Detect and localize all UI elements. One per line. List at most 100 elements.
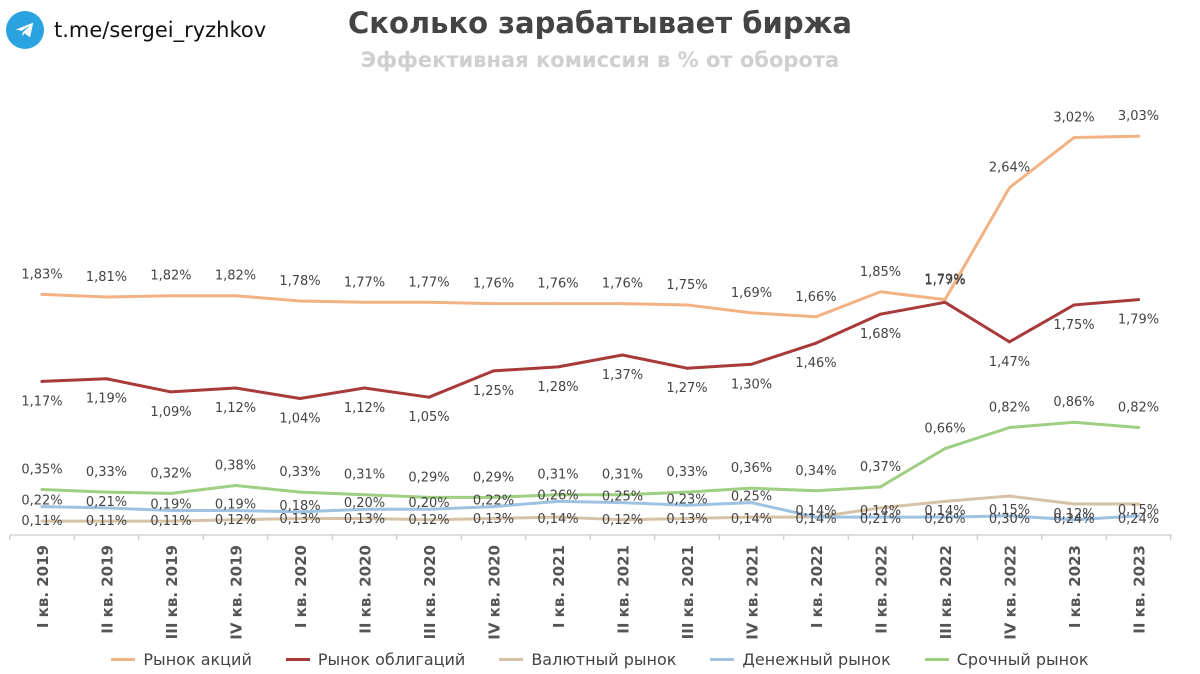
- x-tick-label: III кв. 2019: [163, 545, 181, 639]
- data-point: [169, 509, 173, 513]
- data-point: [105, 490, 108, 494]
- x-tick-label: IV кв. 2019: [228, 545, 246, 640]
- data-point: [105, 377, 108, 381]
- data-label: 0,35%: [21, 462, 62, 477]
- data-label: 0,86%: [1053, 395, 1094, 410]
- data-label: 1,30%: [731, 377, 772, 392]
- data-label: 1,77%: [344, 275, 385, 290]
- data-point: [750, 486, 753, 490]
- brand[interactable]: t.me/sergei_ryzhkov: [6, 10, 266, 50]
- data-point: [298, 397, 302, 401]
- x-tick-label: I кв. 2022: [808, 545, 826, 628]
- data-label: 1,47%: [989, 355, 1030, 370]
- data-point: [40, 292, 44, 296]
- legend-item: Срочный рынок: [924, 650, 1089, 669]
- data-point: [1137, 502, 1140, 506]
- data-point: [298, 516, 302, 520]
- data-label: 0,11%: [86, 514, 127, 529]
- data-label: 1,37%: [602, 368, 643, 383]
- data-label: 0,30%: [989, 512, 1030, 527]
- data-label: 0,33%: [86, 465, 127, 480]
- data-point: [427, 300, 431, 304]
- series-line: [40, 298, 1140, 401]
- data-label: 0,19%: [150, 498, 191, 513]
- data-point: [685, 303, 689, 307]
- data-label: 1,83%: [21, 267, 62, 282]
- x-tick-label: III кв. 2022: [937, 545, 955, 639]
- data-label: 1,82%: [150, 269, 191, 284]
- data-point: [1008, 514, 1011, 518]
- data-point: [879, 506, 882, 510]
- data-point: [427, 507, 431, 511]
- channel-link[interactable]: t.me/sergei_ryzhkov: [54, 18, 267, 42]
- x-tick-label: IV кв. 2022: [1002, 545, 1020, 640]
- data-label: 0,13%: [344, 512, 385, 527]
- data-label: 0,14%: [795, 504, 836, 519]
- x-tick-label: II кв. 2020: [357, 545, 375, 634]
- data-point: [492, 505, 495, 509]
- data-label: 0,15%: [989, 503, 1030, 518]
- data-point: [427, 395, 431, 399]
- telegram-icon: [6, 11, 44, 49]
- data-label: 0,24%: [1118, 512, 1159, 527]
- data-point: [234, 386, 237, 390]
- data-point: [169, 294, 173, 298]
- data-point: [556, 493, 560, 497]
- data-point: [621, 493, 624, 497]
- data-point: [40, 519, 44, 523]
- x-tick-label: II кв. 2021: [615, 545, 633, 634]
- data-point: [1072, 518, 1076, 522]
- data-label: 0,21%: [86, 495, 127, 510]
- data-label: 0,31%: [537, 468, 578, 483]
- data-point: [169, 390, 173, 394]
- data-point: [621, 518, 624, 522]
- data-point: [685, 516, 689, 520]
- data-point: [879, 290, 882, 294]
- data-label: 0,12%: [408, 513, 449, 528]
- data-label: 0,12%: [1053, 507, 1094, 522]
- data-label: 0,14%: [860, 504, 901, 519]
- data-label: 2,64%: [989, 161, 1030, 176]
- data-label: 0,12%: [602, 513, 643, 528]
- data-point: [40, 487, 44, 491]
- data-point: [750, 311, 753, 315]
- data-label: 0,15%: [1118, 503, 1159, 518]
- data-label: 1,79%: [1118, 313, 1159, 328]
- data-label: 0,14%: [795, 512, 836, 527]
- data-label: 0,13%: [473, 512, 514, 527]
- data-label: 1,76%: [602, 277, 643, 292]
- legend-label: Срочный рынок: [956, 650, 1089, 669]
- legend-swatch: [285, 658, 310, 661]
- data-point: [621, 302, 624, 306]
- data-point: [621, 501, 624, 505]
- chart-subtitle: Эффективная комиссия в % от оборота: [360, 48, 840, 72]
- data-label: 0,82%: [1118, 401, 1159, 416]
- x-tick-label: III кв. 2021: [679, 545, 697, 639]
- data-point: [492, 495, 495, 499]
- data-point: [750, 362, 753, 366]
- data-point: [363, 493, 366, 497]
- data-label: 0,34%: [795, 464, 836, 479]
- data-point: [363, 516, 366, 520]
- data-label: 0,31%: [344, 468, 385, 483]
- data-label: 0,19%: [215, 498, 256, 513]
- data-point: [814, 341, 818, 345]
- data-point: [943, 298, 947, 302]
- data-label: 0,25%: [731, 490, 772, 505]
- data-point: [879, 485, 882, 489]
- data-point: [879, 312, 882, 316]
- x-tick-label: IV кв. 2021: [744, 545, 762, 640]
- data-point: [1072, 303, 1076, 307]
- data-label: 0,13%: [666, 512, 707, 527]
- data-label: 0,32%: [150, 466, 191, 481]
- data-point: [879, 515, 882, 519]
- legend-swatch: [924, 658, 949, 661]
- x-tick-label: I кв. 2023: [1066, 545, 1084, 628]
- data-point: [1072, 136, 1076, 140]
- data-point: [234, 509, 237, 513]
- data-label: 1,76%: [473, 277, 514, 292]
- data-point: [1137, 134, 1140, 138]
- data-point: [1008, 340, 1011, 344]
- data-label: 0,29%: [408, 470, 449, 485]
